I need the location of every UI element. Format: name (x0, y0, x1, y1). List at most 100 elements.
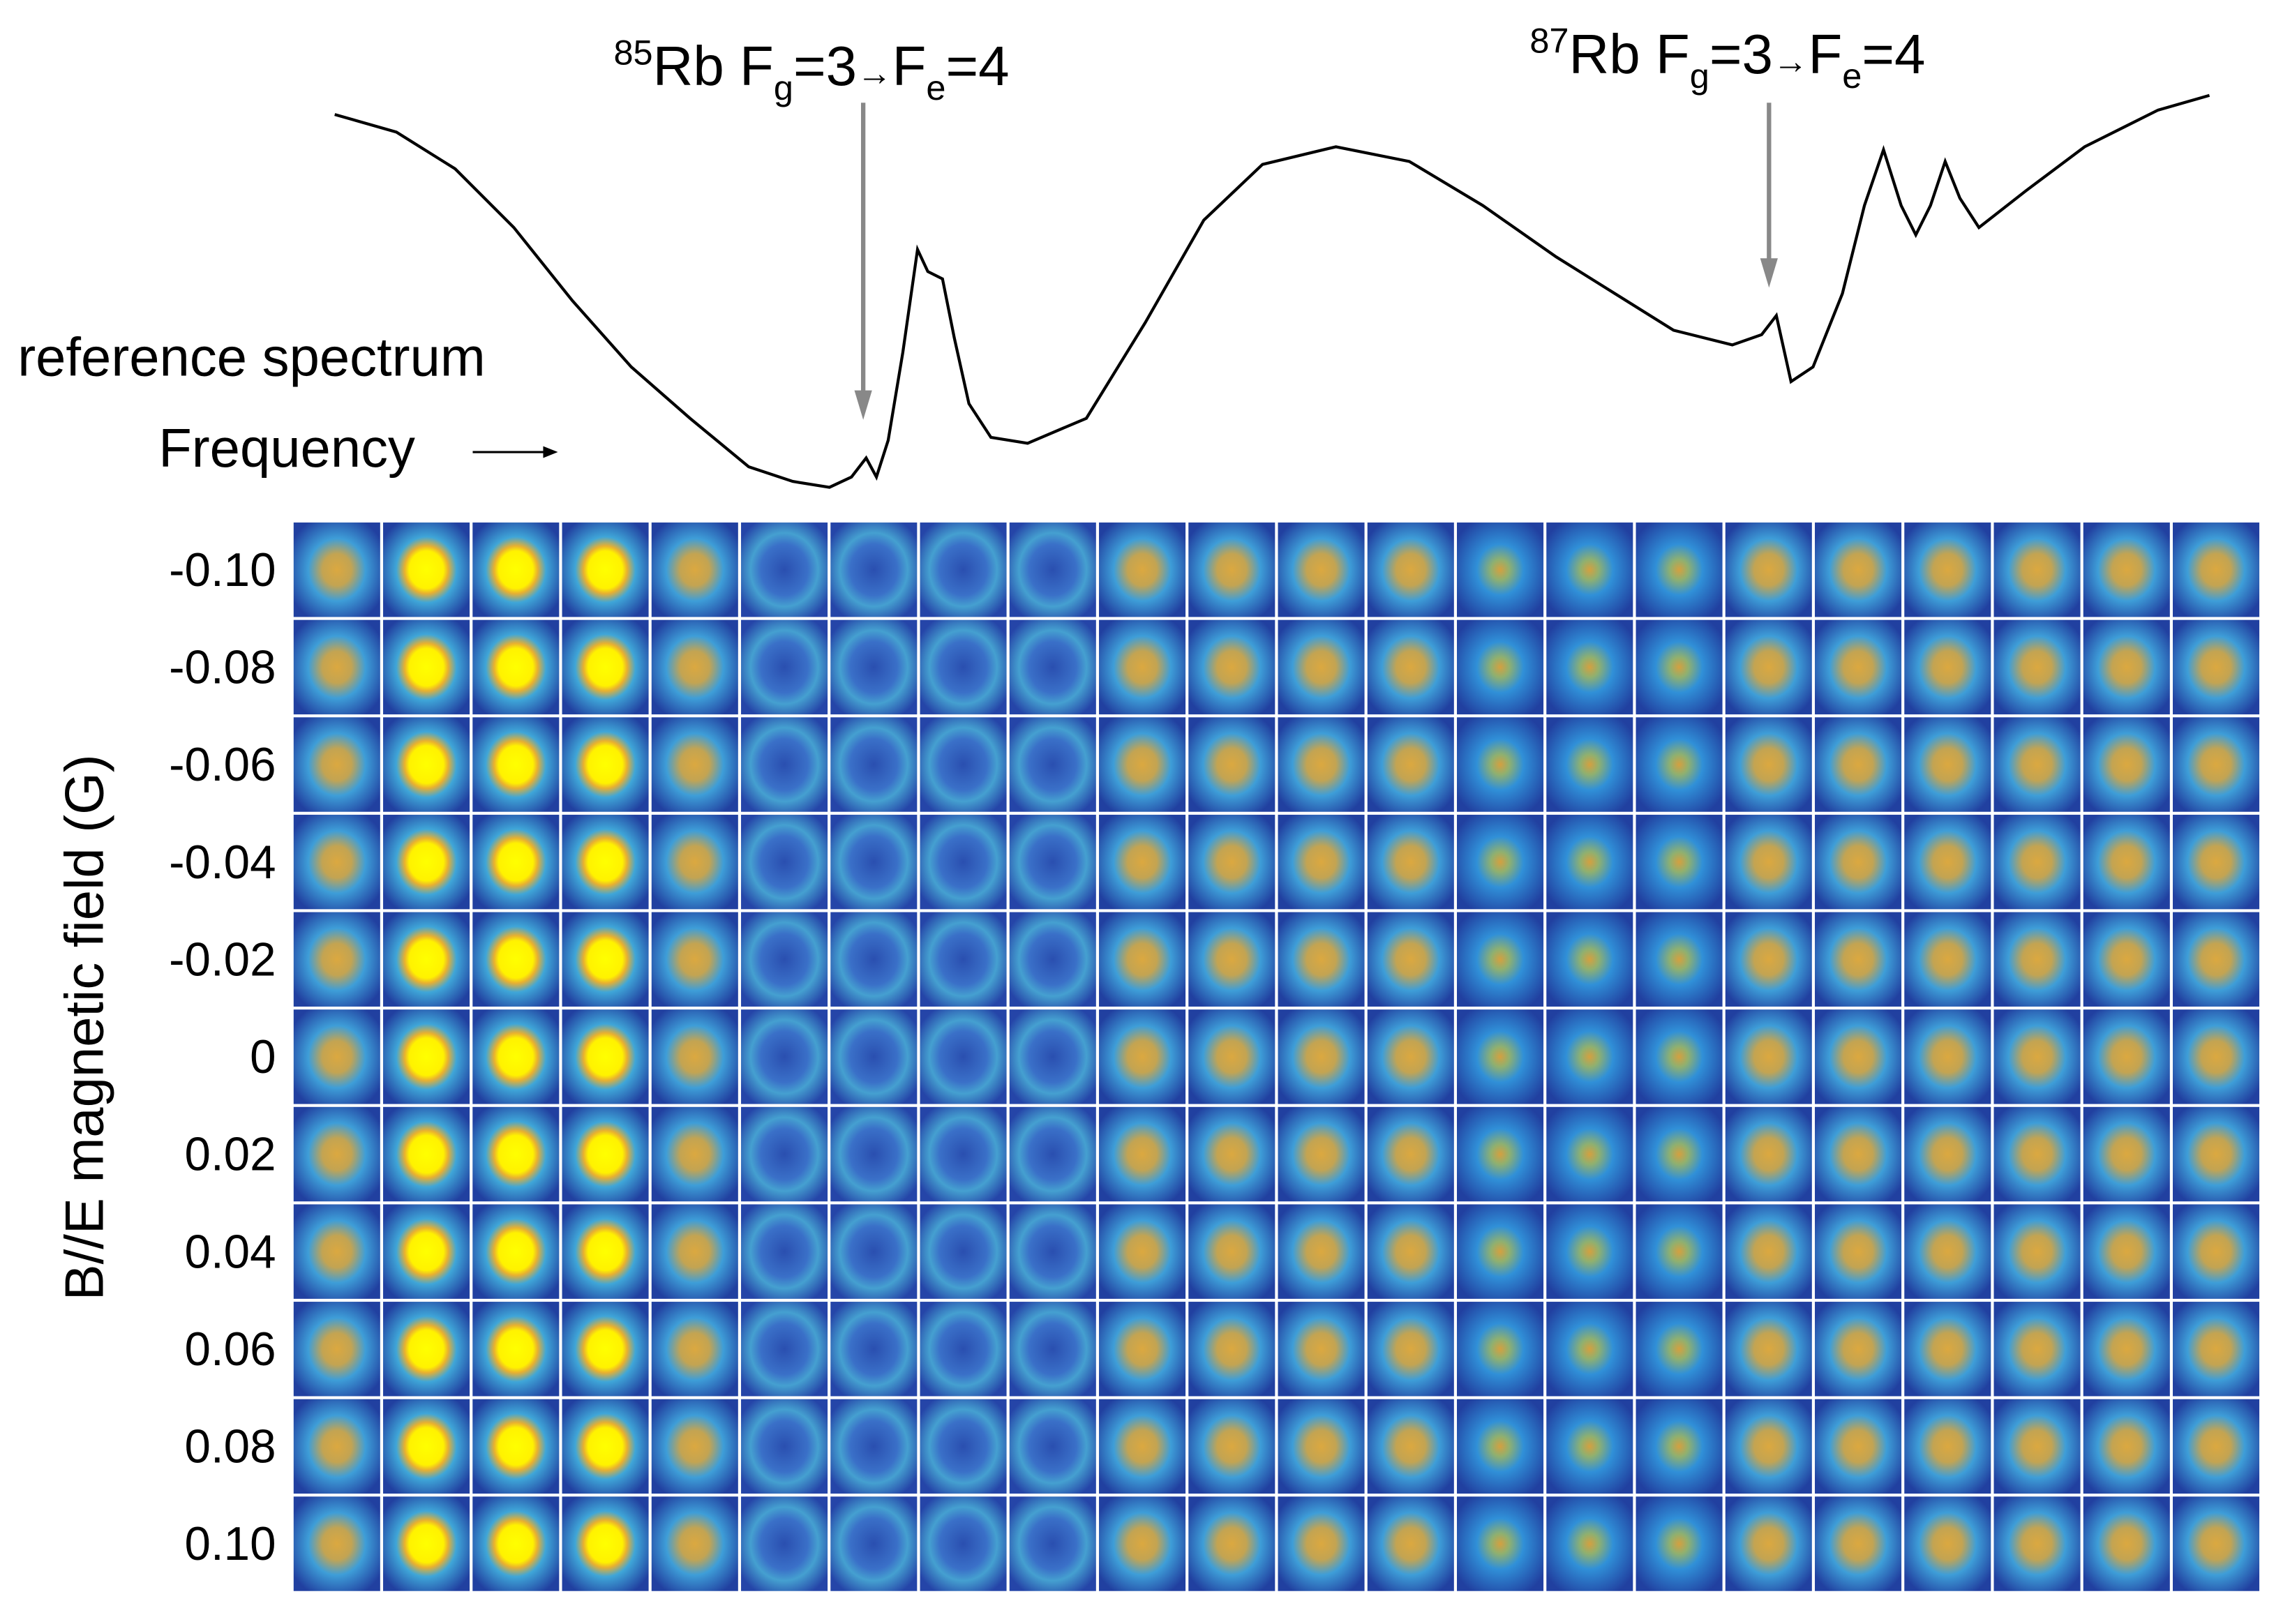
image-cell (2083, 1009, 2170, 1104)
image-cell (1993, 1302, 2081, 1397)
image-cell (1188, 912, 1275, 1007)
image-cell (1546, 1009, 1633, 1104)
image-cell (1815, 1496, 1902, 1591)
image-cell (562, 814, 649, 910)
image-cell (1188, 1009, 1275, 1104)
arrow: → (1773, 41, 1808, 81)
image-cell (1457, 1009, 1544, 1104)
image-cell (1815, 522, 1902, 617)
image-cell (1725, 1009, 1812, 1104)
image-cell (1278, 1496, 1365, 1591)
image-cell (293, 1399, 380, 1494)
image-cell (1188, 717, 1275, 812)
image-cell (2173, 717, 2260, 812)
image-cell (383, 1399, 470, 1494)
image-cell (2173, 1106, 2260, 1202)
image-cell (1367, 912, 1454, 1007)
image-cell (1278, 912, 1365, 1007)
image-cell (1009, 1204, 1096, 1299)
image-cell (293, 1496, 380, 1591)
image-cell (1815, 619, 1902, 715)
image-cell (1904, 1009, 1991, 1104)
image-cell (1278, 1204, 1365, 1299)
image-cell (1188, 522, 1275, 617)
image-cell (293, 1009, 380, 1104)
image-cell (1457, 1302, 1544, 1397)
image-cell (830, 522, 918, 617)
image-cell (741, 1302, 828, 1397)
image-cell (920, 1204, 1007, 1299)
image-cell (741, 522, 828, 617)
image-cell (383, 717, 470, 812)
image-cell (1815, 1009, 1902, 1104)
image-cell (1904, 1302, 1991, 1397)
image-cell (1904, 1399, 1991, 1494)
image-cell (1367, 1009, 1454, 1104)
image-cell (651, 1302, 738, 1397)
image-cell (2173, 1496, 2260, 1591)
image-cell (920, 814, 1007, 910)
subscript: e (1842, 56, 1862, 96)
image-cell (741, 1496, 828, 1591)
image-cell (1993, 1106, 2081, 1202)
image-cell (651, 1204, 738, 1299)
image-cell (1099, 1302, 1186, 1397)
image-cell (293, 522, 380, 617)
image-cell (1546, 1496, 1633, 1591)
image-cell (1367, 522, 1454, 617)
image-cell (1636, 1399, 1723, 1494)
image-cell (651, 814, 738, 910)
row-label: 0.04 (185, 1226, 276, 1278)
image-cell (1367, 814, 1454, 910)
image-cell (651, 1106, 738, 1202)
image-cell (1725, 717, 1812, 812)
image-cell (383, 1204, 470, 1299)
image-cell (830, 1496, 918, 1591)
image-cell (293, 1302, 380, 1397)
image-cell (1725, 522, 1812, 617)
subscript: e (926, 68, 945, 107)
image-cell (651, 1009, 738, 1104)
image-cell (472, 912, 560, 1007)
image-cell (1904, 814, 1991, 910)
image-cell (383, 912, 470, 1007)
image-cell (1367, 1302, 1454, 1397)
image-cell (472, 1302, 560, 1397)
image-cell (1636, 1106, 1723, 1202)
image-cell (1636, 1009, 1723, 1104)
image-cell (2083, 1204, 2170, 1299)
image-cell (2083, 1496, 2170, 1591)
image-cell (383, 522, 470, 617)
image-cell (293, 1106, 380, 1202)
image-cell (830, 1204, 918, 1299)
image-cell (830, 912, 918, 1007)
image-cell (1725, 1106, 1812, 1202)
image-cell (741, 1106, 828, 1202)
image-cell (1457, 1204, 1544, 1299)
image-cell (1815, 1204, 1902, 1299)
pointer-head (1760, 258, 1778, 288)
row-label: -0.08 (169, 642, 276, 694)
image-cell (472, 619, 560, 715)
image-cell (1099, 1204, 1186, 1299)
superscript: 87 (1529, 21, 1569, 61)
frequency-arrow-head (543, 446, 558, 458)
row-label: -0.02 (169, 933, 276, 986)
image-cell (383, 619, 470, 715)
image-cell (1099, 912, 1186, 1007)
image-cell (1904, 717, 1991, 812)
image-cell (472, 1106, 560, 1202)
image-cell (562, 1302, 649, 1397)
image-cell (1546, 1399, 1633, 1494)
image-cell (1993, 1009, 2081, 1104)
image-cell (472, 1399, 560, 1494)
image-cell (1636, 619, 1723, 715)
image-cell (1904, 1496, 1991, 1591)
image-cell (2083, 619, 2170, 715)
subscript: g (774, 68, 793, 107)
image-cell (1725, 1302, 1812, 1397)
image-cell (1099, 814, 1186, 910)
image-cell (1546, 1302, 1633, 1397)
image-cell (1636, 522, 1723, 617)
